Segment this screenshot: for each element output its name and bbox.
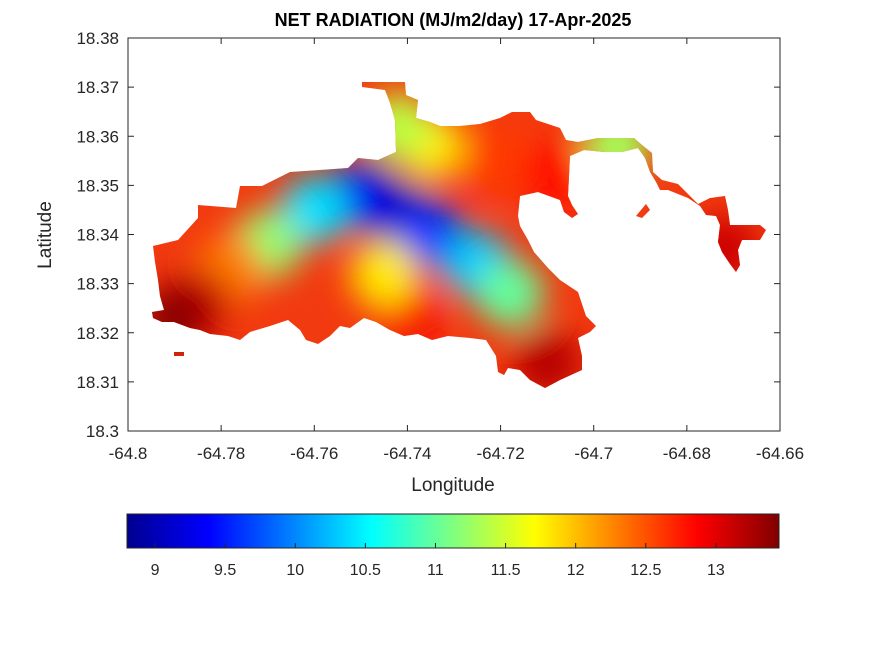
field-region-4 [475, 259, 544, 328]
colorbar-tick-label-2: 10 [286, 562, 304, 579]
colorbar [126, 513, 780, 549]
x-tick-label-2: -64.76 [290, 444, 338, 463]
radiation-field [152, 92, 759, 388]
colorbar-tick-label-5: 11.5 [491, 562, 521, 579]
field-region-8 [466, 126, 535, 195]
x-tick-label-1: -64.78 [197, 444, 245, 463]
x-tick-label-5: -64.7 [574, 444, 613, 463]
x-tick-label-7: -64.66 [756, 444, 804, 463]
y-tick-label-4: 18.34 [76, 226, 119, 245]
field-region-5 [280, 175, 349, 244]
colorbar-tick-label-3: 10.5 [350, 562, 381, 579]
y-tick-label-3: 18.33 [76, 275, 119, 294]
y-tick-label-5: 18.35 [76, 176, 119, 195]
x-axis-ticks: -64.8 -64.78 -64.76 -64.74 -64.72 -64.7 -64.68… [109, 38, 804, 463]
x-tick-label-3: -64.74 [383, 444, 431, 463]
y-tick-label-7: 18.37 [76, 78, 119, 97]
colorbar-tick-label-6: 12 [567, 562, 585, 579]
x-tick-label-4: -64.72 [476, 444, 524, 463]
colorbar-tick-label-1: 9.5 [214, 562, 236, 579]
colorbar-tick-label-7: 12.5 [630, 562, 661, 579]
colorbar-tick-label-8: 13 [707, 562, 725, 579]
y-tick-label-0: 18.3 [86, 422, 119, 441]
colorbar-ticks: 9 9.5 10 10.5 11 11.5 12 12.5 13 [151, 543, 725, 579]
x-tick-label-0: -64.8 [109, 444, 148, 463]
y-tick-label-6: 18.36 [76, 127, 119, 146]
y-axis-ticks: 18.3 18.31 18.32 18.33 18.34 18.35 18.36 18.37 1… [76, 29, 780, 441]
y-tick-label-8: 18.38 [76, 29, 119, 48]
x-tick-label-6: -64.68 [663, 444, 711, 463]
chart-title: NET RADIATION (MJ/m2/day) 17-Apr-2025 [275, 10, 632, 30]
x-axis-label: Longitude [411, 475, 494, 496]
colorbar-tick-label-4: 11 [427, 562, 444, 579]
colorbar-tick-label-0: 9 [151, 562, 160, 579]
y-tick-label-2: 18.32 [76, 324, 119, 343]
y-axis-label: Latitude [35, 201, 56, 269]
y-tick-label-1: 18.31 [76, 373, 119, 392]
field-region-18 [350, 239, 419, 308]
